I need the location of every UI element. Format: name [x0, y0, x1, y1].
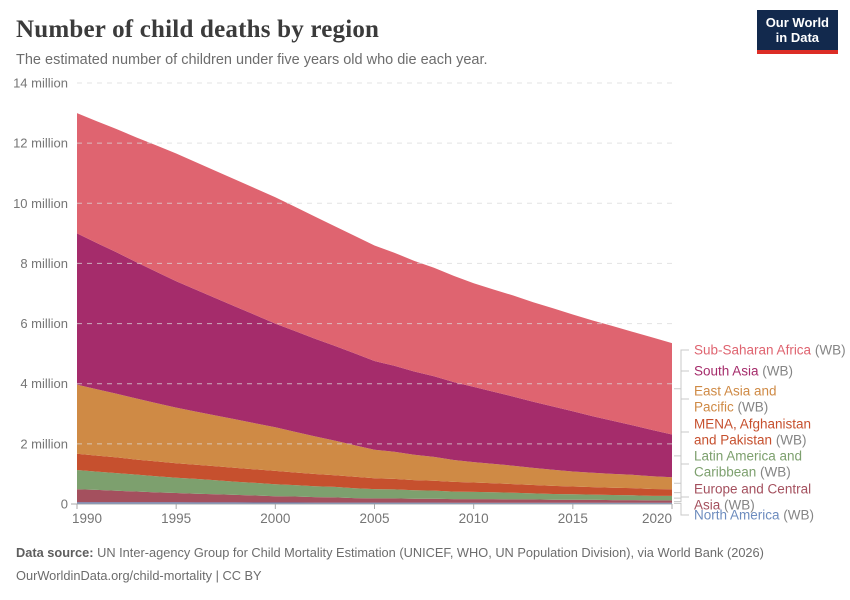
x-tick-label: 2000	[260, 511, 290, 526]
legend-item-latin-america-caribbean[interactable]: Latin America and Caribbean (WB)	[694, 449, 822, 480]
owid-logo[interactable]: Our World in Data	[756, 10, 838, 54]
area-south-asia[interactable]	[77, 233, 672, 478]
y-tick-label: 8 million	[20, 256, 68, 271]
page-title: Number of child deaths by region	[16, 16, 380, 43]
x-tick-label: 1995	[161, 511, 191, 526]
legend-connector	[674, 496, 689, 503]
y-tick-label: 4 million	[20, 376, 68, 391]
legend-suffix: (WB)	[758, 363, 794, 379]
legend-suffix: (WB)	[720, 497, 755, 512]
chart-subtitle: The estimated number of children under f…	[16, 52, 488, 68]
legend-label: Sub-Saharan Africa	[694, 342, 812, 358]
x-tick-label: 2020	[642, 511, 672, 526]
data-source-text: UN Inter-agency Group for Child Mortalit…	[93, 545, 764, 560]
y-tick-label: 10 million	[13, 196, 68, 211]
area-mena-afghanistan-and-pakistan[interactable]	[77, 453, 672, 496]
license-link[interactable]: OurWorldinData.org/child-mortality | CC …	[16, 567, 262, 583]
legend-item-south-asia[interactable]: South Asia (WB)	[694, 363, 850, 379]
data-source-label: Data source:	[16, 545, 94, 560]
y-tick-label: 6 million	[20, 316, 68, 331]
x-tick-label: 2015	[558, 511, 588, 526]
legend-connector	[674, 349, 689, 390]
legend-item-europe-central-asia[interactable]: Europe and Central Asia (WB)	[694, 482, 826, 513]
legend-suffix: (WB)	[811, 342, 846, 358]
data-source-line: Data source: UN Inter-agency Group for C…	[16, 544, 834, 562]
legend-connector	[674, 431, 689, 494]
owid-logo-line2: in Data	[775, 30, 820, 46]
legend-label: Europe and Central Asia	[694, 481, 812, 513]
y-tick-label: 2 million	[20, 436, 68, 451]
x-tick-label: 1990	[72, 511, 102, 526]
legend-item-mena-afghanistan-pakistan[interactable]: MENA, Afghanistan and Pakistan (WB)	[694, 417, 826, 448]
area-latin-america-and-caribbean[interactable]	[77, 470, 672, 501]
area-sub-saharan-africa[interactable]	[77, 113, 672, 435]
x-tick-label: 2010	[459, 511, 489, 526]
y-tick-label: 12 million	[13, 136, 68, 151]
area-east-asia-and-pacific[interactable]	[77, 384, 672, 490]
chart-legend: Sub-Saharan Africa (WB) South Asia (WB) …	[0, 72, 850, 534]
legend-item-east-asia-pacific[interactable]: East Asia and Pacific (WB)	[694, 384, 798, 415]
legend-label: Latin America and Caribbean	[694, 448, 803, 480]
legend-item-sub-saharan-africa[interactable]: Sub-Saharan Africa (WB)	[694, 342, 850, 358]
x-tick-label: 2005	[359, 511, 389, 526]
legend-label: North America	[694, 507, 780, 523]
legend-suffix: (WB)	[779, 507, 815, 523]
legend-connector	[674, 463, 689, 499]
legend-suffix: (WB)	[756, 464, 791, 479]
legend-label: South Asia	[694, 363, 759, 379]
legend-label: MENA, Afghanistan and Pakistan	[694, 416, 812, 448]
chart-header: Number of child deaths by region Our Wor…	[0, 0, 850, 68]
legend-item-north-america[interactable]: North America (WB)	[694, 507, 850, 523]
y-tick-label: 14 million	[13, 76, 68, 91]
legend-label: East Asia and Pacific	[694, 383, 777, 415]
legend-connector	[674, 502, 689, 516]
area-europe-and-central-asia[interactable]	[77, 489, 672, 503]
plot-area[interactable]: 0 2 million 4 million 6 million 8 million 10 …	[0, 72, 850, 534]
chart-footer: Data source: UN Inter-agency Group for C…	[0, 534, 850, 583]
legend-suffix: (WB)	[772, 432, 807, 447]
stacked-area-chart[interactable]: 0 2 million 4 million 6 million 8 million 10 …	[0, 72, 850, 534]
owid-logo-line1: Our World	[765, 15, 829, 30]
legend-suffix: (WB)	[733, 399, 769, 414]
y-tick-label: 0	[61, 497, 68, 512]
